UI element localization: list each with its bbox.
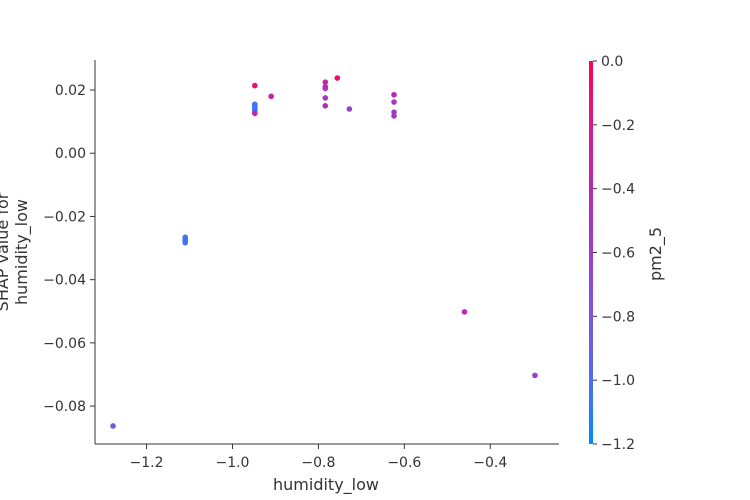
y-tick-label: −0.02 (43, 209, 86, 225)
y-axis-label-line-2: humidity_low (12, 199, 32, 305)
y-tick-label: 0.02 (55, 83, 86, 99)
x-axis-label: humidity_low (273, 475, 379, 495)
x-tick-label: −1.2 (130, 455, 164, 471)
scatter-point (391, 113, 397, 119)
axes-layer: −1.2 −1.0 −0.8 −0.6 −0.4 0.02 0.00 −0.02 −0.04 −0… (43, 60, 559, 471)
scatter-point (322, 103, 329, 109)
scatter-point (391, 91, 397, 98)
scatter-point (110, 423, 116, 429)
scatter-point (391, 99, 397, 105)
colorbar-gradient (589, 61, 593, 444)
x-tick-label: −0.8 (301, 455, 335, 471)
scatter-point (252, 82, 258, 89)
y-tick-label: −0.06 (43, 336, 86, 352)
x-tick-label: −0.4 (473, 455, 507, 471)
colorbar-tick-label: −0.6 (601, 246, 635, 262)
y-axis-label-line-1: SHAP value for (0, 192, 12, 311)
colorbar-tick-label: 0.0 (601, 54, 623, 70)
scatter-point (346, 106, 353, 112)
colorbar: 0.0 −0.2 −0.4 −0.6 −0.8 −1.0 −1.2 (589, 54, 635, 453)
scatter-point (322, 79, 329, 85)
scatter-point (182, 239, 189, 246)
x-tick-label: −1.0 (215, 455, 249, 471)
y-tick-label: −0.08 (43, 399, 86, 415)
y-tick-label: 0.00 (55, 146, 86, 162)
scatter-point (532, 372, 538, 379)
scatter-point (322, 85, 329, 92)
colorbar-tick-label: −0.2 (601, 118, 635, 134)
colorbar-label: pm2_5 (646, 227, 666, 281)
x-tick-label: −0.6 (387, 455, 421, 471)
scatter-point (252, 110, 258, 117)
points-layer (110, 75, 538, 429)
y-tick-label: −0.04 (43, 273, 86, 289)
scatter-point (334, 75, 341, 81)
colorbar-tick-label: −0.4 (601, 182, 635, 198)
scatter-point (461, 309, 468, 315)
colorbar-tick-label: −1.0 (601, 373, 635, 389)
colorbar-tick-label: −0.8 (601, 309, 635, 325)
colorbar-tick-label: −1.2 (601, 437, 635, 453)
scatter-point (268, 93, 274, 100)
scatter-point (322, 95, 329, 101)
